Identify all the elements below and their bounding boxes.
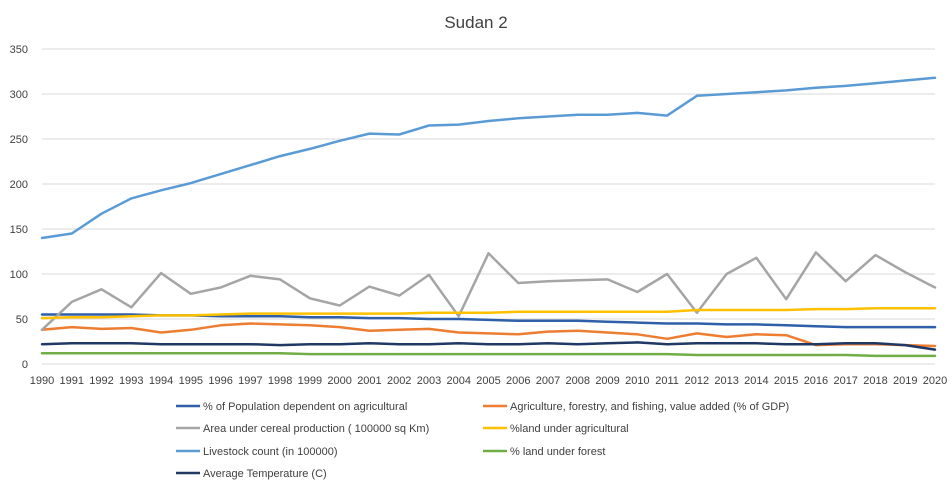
- y-tick-label: 0: [22, 359, 28, 371]
- x-tick-label: 1994: [149, 375, 173, 387]
- x-tick-label: 2017: [833, 375, 857, 387]
- series-line-6: [40, 351, 937, 358]
- legend-label-6: % land under forest: [510, 446, 605, 458]
- gridlines: [42, 48, 935, 365]
- x-tick-label: 2016: [804, 375, 828, 387]
- x-tick-label: 1992: [89, 375, 113, 387]
- legend-label-7: Average Temperature (C): [203, 468, 327, 480]
- y-axis: 0 50 100 150 200 250 300 350: [10, 44, 28, 371]
- x-tick-label: 2002: [387, 375, 411, 387]
- x-tick-label: 1991: [60, 375, 84, 387]
- y-tick-label: 100: [10, 269, 28, 281]
- series-lines: [40, 76, 937, 358]
- legend-label-1: % of Population dependent on agricultura…: [203, 401, 407, 413]
- series-line-7: [40, 341, 937, 351]
- x-tick-label: 2000: [327, 375, 351, 387]
- x-tick-label: 2019: [893, 375, 917, 387]
- x-tick-label: 2012: [685, 375, 709, 387]
- x-axis: 1990 1991 1992 1993 1994 1995 1996 1997 1998 1999…: [30, 375, 947, 387]
- y-tick-label: 350: [10, 44, 28, 56]
- legend: % of Population dependent on agricultura…: [176, 401, 789, 480]
- y-tick-label: 300: [10, 89, 28, 101]
- x-tick-label: 1990: [30, 375, 54, 387]
- x-tick-label: 2009: [595, 375, 619, 387]
- x-tick-label: 2001: [357, 375, 381, 387]
- x-tick-label: 1993: [119, 375, 143, 387]
- x-tick-label: 2020: [923, 375, 947, 387]
- x-tick-label: 1996: [208, 375, 232, 387]
- series-line-2: [40, 322, 937, 348]
- x-tick-label: 1999: [298, 375, 322, 387]
- y-tick-label: 250: [10, 134, 28, 146]
- y-tick-label: 200: [10, 179, 28, 191]
- x-tick-label: 2013: [714, 375, 738, 387]
- legend-label-5: Livestock count (in 100000): [203, 446, 338, 458]
- series-line-4: [40, 306, 937, 320]
- x-tick-label: 1998: [268, 375, 292, 387]
- chart-title: Sudan 2: [444, 13, 507, 32]
- x-tick-label: 2015: [774, 375, 798, 387]
- x-tick-label: 2010: [625, 375, 649, 387]
- legend-label-2: Agriculture, forestry, and fishing, valu…: [510, 401, 789, 413]
- y-tick-label: 150: [10, 224, 28, 236]
- x-tick-label: 1995: [179, 375, 203, 387]
- x-tick-label: 1997: [238, 375, 262, 387]
- series-line-3: [40, 251, 937, 332]
- x-tick-label: 2003: [417, 375, 441, 387]
- series-line-5: [40, 76, 937, 240]
- x-tick-label: 2005: [476, 375, 500, 387]
- x-tick-label: 2014: [744, 375, 768, 387]
- x-tick-label: 2006: [506, 375, 530, 387]
- x-tick-label: 2004: [446, 375, 470, 387]
- legend-label-3: Area under cereal production ( 100000 sq…: [203, 423, 429, 435]
- y-tick-label: 50: [16, 314, 28, 326]
- x-tick-label: 2007: [536, 375, 560, 387]
- legend-label-4: %land under agricultural: [510, 423, 629, 435]
- x-tick-label: 2018: [863, 375, 887, 387]
- x-tick-label: 2008: [566, 375, 590, 387]
- x-tick-label: 2011: [655, 375, 679, 387]
